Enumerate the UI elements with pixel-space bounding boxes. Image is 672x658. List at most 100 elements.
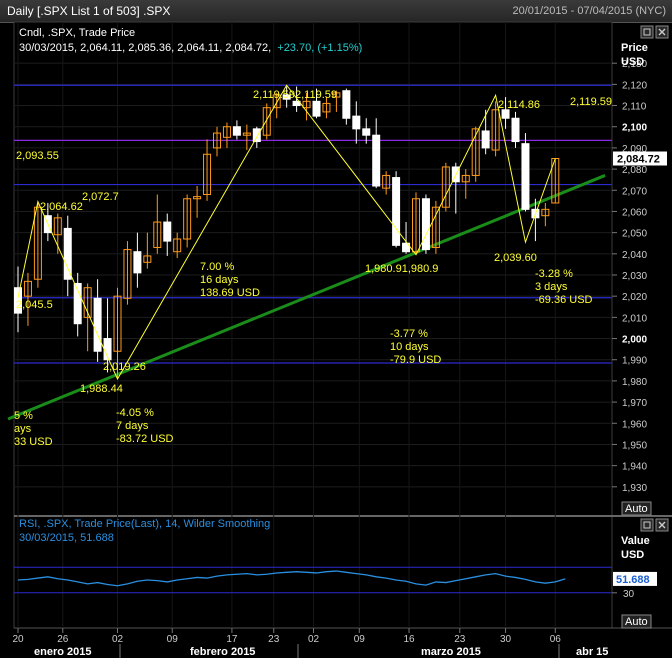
candle-body bbox=[491, 109, 500, 151]
y-tick-label: 2,080 bbox=[622, 165, 647, 176]
y-tick-label: 1,940 bbox=[622, 462, 647, 473]
candle-body bbox=[471, 128, 480, 176]
y-tick-label: 2,090 bbox=[622, 144, 647, 155]
price-auto-scale-button[interactable]: Auto bbox=[621, 501, 652, 516]
candle-body bbox=[213, 132, 221, 149]
candle-body bbox=[33, 206, 42, 280]
candle-body bbox=[421, 198, 430, 251]
x-tick-label: 23 bbox=[268, 634, 280, 645]
candle-body bbox=[63, 227, 72, 280]
close-icon bbox=[658, 521, 666, 529]
rsi-axis-unit: USD bbox=[621, 549, 644, 561]
price-panel-minimize-button[interactable] bbox=[640, 25, 654, 39]
rsi-auto-scale-button[interactable]: Auto bbox=[621, 614, 652, 629]
move-annotation-line: 5 % bbox=[14, 410, 33, 422]
y-tick-label: 1,930 bbox=[622, 483, 647, 494]
candle-body bbox=[183, 198, 192, 240]
rsi-panel-minimize-button[interactable] bbox=[640, 518, 654, 532]
price-annotation: 2,019.26 bbox=[103, 361, 146, 373]
price-annotation: 2,064.62 bbox=[40, 201, 83, 213]
move-annotation-line: 7 days bbox=[116, 420, 149, 432]
move-annotation-line: -83.72 USD bbox=[116, 433, 174, 445]
y-tick-label: 2,040 bbox=[622, 250, 647, 261]
candle-body bbox=[521, 143, 530, 210]
candle-body bbox=[322, 102, 331, 113]
candle-body bbox=[163, 221, 172, 242]
x-tick-label: 23 bbox=[454, 634, 466, 645]
last-price-tag: 2,084.72 bbox=[613, 151, 667, 166]
x-tick-label: 16 bbox=[403, 634, 415, 645]
rsi-tick-30: 30 bbox=[623, 589, 635, 600]
candle-body bbox=[302, 100, 311, 109]
candle-body bbox=[123, 249, 132, 299]
x-tick-label: 30 bbox=[500, 634, 512, 645]
close-icon bbox=[658, 28, 666, 36]
y-tick-label: 1,990 bbox=[622, 356, 647, 367]
move-annotation-line: -3.28 % bbox=[535, 268, 573, 280]
move-annotation-line: 138.69 USD bbox=[200, 287, 260, 299]
candle-body bbox=[332, 92, 341, 98]
price-panel-close-button[interactable] bbox=[655, 25, 669, 39]
y-tick-label: 1,970 bbox=[622, 398, 647, 409]
rsi-value-tag: 51.688 bbox=[613, 571, 657, 586]
rsi-panel-close-button[interactable] bbox=[655, 518, 669, 532]
month-label: febrero 2015 bbox=[190, 646, 255, 658]
window-title-bar: Daily [.SPX List 1 of 503] .SPX 20/01/20… bbox=[0, 0, 672, 23]
candle-body bbox=[133, 251, 142, 274]
y-tick-label: 2,020 bbox=[622, 292, 647, 303]
price-annotation: 1,980.91,980.9 bbox=[365, 263, 438, 275]
move-annotation-line: -79.9 USD bbox=[390, 354, 441, 366]
window-title: Daily [.SPX List 1 of 503] .SPX bbox=[7, 4, 171, 18]
y-tick-label: 2,030 bbox=[622, 271, 647, 282]
candle-body bbox=[511, 117, 520, 143]
candle-body bbox=[382, 174, 391, 189]
candle-body bbox=[153, 221, 162, 248]
price-annotation: 2,072.7 bbox=[82, 191, 119, 203]
candle-body bbox=[203, 153, 212, 196]
candle-body bbox=[372, 134, 381, 187]
candle-body bbox=[83, 287, 92, 318]
candle-body bbox=[262, 107, 271, 136]
trendline bbox=[7, 174, 606, 421]
candle-body bbox=[461, 174, 470, 183]
month-label: abr 15 bbox=[576, 646, 608, 658]
price-annotation: 2,114.86 bbox=[498, 99, 540, 111]
candle-body bbox=[541, 208, 550, 217]
candle-body bbox=[53, 217, 62, 236]
move-annotation-line: -4.05 % bbox=[116, 407, 154, 419]
price-header-line1: Cndl, .SPX, Trade Price bbox=[19, 27, 135, 39]
candle-body bbox=[392, 177, 401, 246]
x-tick-label: 17 bbox=[226, 634, 238, 645]
move-annotation-line: 16 days bbox=[200, 274, 239, 286]
rsi-auto-label: Auto bbox=[625, 616, 648, 628]
candle-body bbox=[173, 238, 182, 253]
candle-body bbox=[252, 128, 261, 143]
x-tick-label: 26 bbox=[57, 634, 69, 645]
candle-body bbox=[23, 280, 32, 297]
candle-body bbox=[282, 94, 291, 100]
price-change: +23.70, (+1.15%) bbox=[277, 42, 362, 54]
candle-body bbox=[342, 90, 351, 119]
candle-body bbox=[232, 126, 241, 136]
candle-body bbox=[73, 282, 82, 325]
candle-body bbox=[412, 198, 420, 253]
date-range: 20/01/2015 - 07/04/2015 (NYC) bbox=[512, 5, 667, 17]
move-annotation-line: 7.00 % bbox=[200, 261, 234, 273]
price-axis-unit: USD bbox=[621, 56, 644, 68]
move-annotation-line: 33 USD bbox=[14, 436, 53, 448]
price-header-line2: 30/03/2015, 2,064.11, 2,085.36, 2,064.11… bbox=[19, 42, 362, 54]
move-annotation-line: ays bbox=[14, 423, 32, 435]
last-price-tag-text: 2,084.72 bbox=[617, 154, 660, 166]
price-annotation: 2,119.59 bbox=[570, 96, 612, 108]
price-axis-title: Price bbox=[621, 42, 648, 54]
move-annotation-line: -3.77 % bbox=[390, 328, 428, 340]
candle-body bbox=[481, 130, 490, 149]
y-tick-label: 2,060 bbox=[622, 207, 647, 218]
x-tick-label: 09 bbox=[167, 634, 179, 645]
rsi-header-line1: RSI, .SPX, Trade Price(Last), 14, Wilder… bbox=[19, 518, 270, 530]
price-annotation: 2,045.5 bbox=[16, 299, 53, 311]
move-annotation-line: -69.36 USD bbox=[535, 294, 593, 306]
y-tick-label: 2,110 bbox=[622, 102, 647, 113]
price-ohlc: 30/03/2015, 2,064.11, 2,085.36, 2,064.11… bbox=[19, 42, 271, 54]
